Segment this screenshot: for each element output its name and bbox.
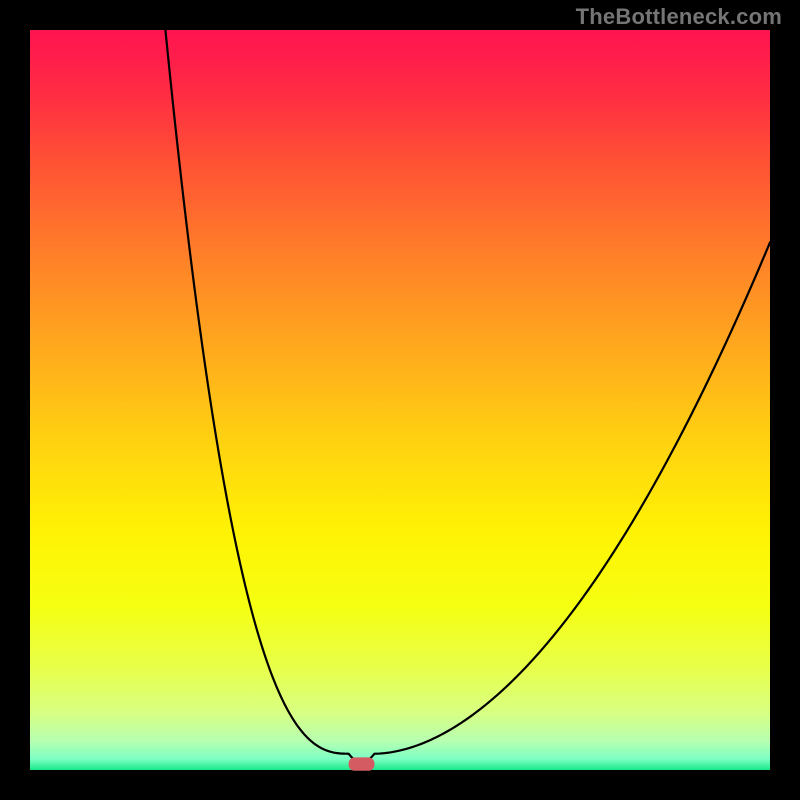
bottleneck-chart xyxy=(0,0,800,800)
optimum-marker xyxy=(349,757,375,770)
chart-container: TheBottleneck.com xyxy=(0,0,800,800)
watermark: TheBottleneck.com xyxy=(576,4,782,30)
plot-area xyxy=(30,30,770,770)
